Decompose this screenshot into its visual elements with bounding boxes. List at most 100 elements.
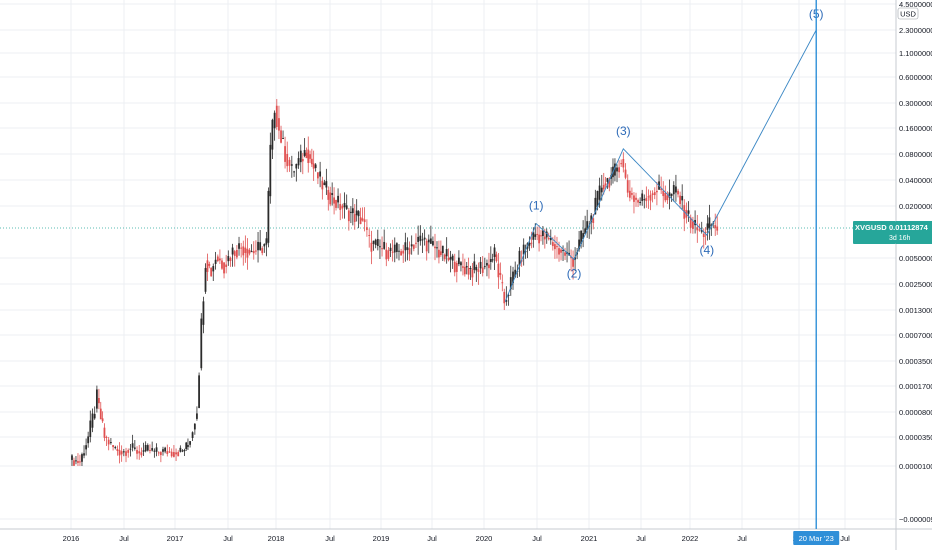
candle-body <box>530 242 533 244</box>
candle-body <box>618 167 620 173</box>
time-tick-label: Jul <box>223 534 233 543</box>
candle-body <box>651 193 654 195</box>
candle-body <box>200 318 203 369</box>
candle-body <box>275 105 278 127</box>
wave-label-1[interactable]: (1) <box>529 199 544 213</box>
candle-body <box>166 451 169 454</box>
elliott-wave-line[interactable] <box>504 29 817 302</box>
price-tick-label: 0.16000000 <box>899 124 932 133</box>
countdown-label: 3d 16h <box>889 235 911 242</box>
wave-label-3[interactable]: (3) <box>616 124 631 138</box>
candle-body <box>689 217 692 228</box>
candle-body <box>273 112 276 129</box>
candle-body <box>112 445 114 448</box>
candle-body <box>181 450 184 452</box>
candle-body <box>114 447 117 449</box>
candle-body <box>543 236 546 240</box>
candle-body <box>368 234 371 236</box>
symbol-label: XVGUSD <box>855 223 887 232</box>
currency-box[interactable] <box>897 7 919 20</box>
candle-body <box>551 242 554 247</box>
candle-body <box>505 300 508 302</box>
symbol-price-badge[interactable] <box>853 220 896 244</box>
candle-body <box>246 248 249 258</box>
candle-body <box>681 196 684 201</box>
candle-body <box>542 230 544 237</box>
candle-body <box>83 453 85 456</box>
candle-body <box>558 248 560 255</box>
candle-body <box>370 242 373 252</box>
candle-body <box>339 204 342 210</box>
candle-body <box>491 259 494 261</box>
candle-body <box>425 240 428 252</box>
candle-body <box>436 247 438 249</box>
candle-body <box>351 208 354 214</box>
candle-body <box>155 447 158 452</box>
candle-body <box>643 199 646 201</box>
candle-body <box>345 205 348 209</box>
candle-body <box>157 452 160 454</box>
candle-body <box>305 152 308 159</box>
time-tick-label: 2018 <box>268 534 285 543</box>
candle-body <box>460 262 462 266</box>
candle-body <box>81 454 83 462</box>
candle-body <box>554 244 556 250</box>
time-tick-label: 2022 <box>682 534 699 543</box>
price-tick-label: 4.50000000 <box>899 0 932 9</box>
candle-body <box>524 251 527 253</box>
candle-body <box>385 249 388 260</box>
time-tick-label: Jul <box>119 534 129 543</box>
candle-body <box>417 236 420 242</box>
candle-body <box>206 260 209 272</box>
price-tick-label: 0.08000000 <box>899 150 932 159</box>
candle-body <box>509 277 512 290</box>
candle-body <box>312 163 315 169</box>
target-date-badge[interactable] <box>793 531 840 545</box>
candle-body <box>244 247 247 253</box>
candle-body <box>624 169 627 178</box>
candle-body <box>349 211 352 213</box>
candle-body <box>564 252 566 256</box>
candle-body <box>314 164 317 169</box>
last-price-badge[interactable] <box>896 220 932 244</box>
candle-body <box>290 164 293 166</box>
candle-body <box>453 261 456 273</box>
candle-body <box>635 197 637 200</box>
candle-body <box>259 242 262 250</box>
candle-body <box>95 389 98 409</box>
wave-label-4[interactable]: (4) <box>699 243 714 257</box>
candle-body <box>282 138 284 140</box>
candle-body <box>122 451 125 453</box>
price-tick-label: 0.00500000 <box>899 254 932 263</box>
candle-body <box>398 250 400 252</box>
candle-body <box>402 250 405 254</box>
candle-body <box>606 178 609 182</box>
candle-body <box>321 180 324 190</box>
candle-body <box>447 257 450 261</box>
candle-body <box>481 267 484 273</box>
candle-body <box>410 244 413 247</box>
candle-body <box>191 432 194 438</box>
candle-body <box>545 231 548 238</box>
last-price-label: 0.01112874 <box>889 223 929 232</box>
candle-body <box>393 244 396 253</box>
candle-body <box>71 455 73 460</box>
candle-body <box>269 144 272 197</box>
candle-body <box>343 202 346 208</box>
candle-body <box>590 215 593 223</box>
price-tick-label: 0.02000000 <box>899 202 932 211</box>
price-tick-label: 0.00003500 <box>899 433 932 442</box>
candle-body <box>600 187 603 193</box>
candle-body <box>363 219 366 223</box>
candle-body <box>255 250 257 252</box>
candle-body <box>455 262 458 272</box>
time-tick-label: 2017 <box>167 534 184 543</box>
wave-label-2[interactable]: (2) <box>567 267 582 281</box>
candle-body <box>465 265 468 268</box>
candle-body <box>327 189 330 200</box>
candle-body <box>429 238 432 244</box>
candle-body <box>85 445 87 450</box>
price-tick-label: 0.00001000 <box>899 462 932 471</box>
